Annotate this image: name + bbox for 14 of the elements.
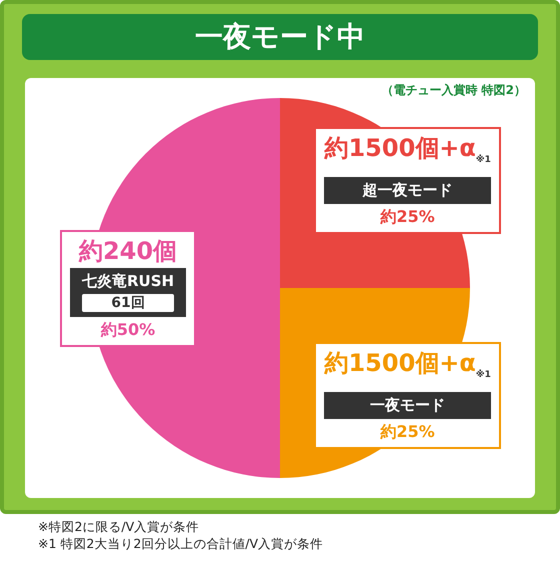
slice-label: 一夜モード bbox=[324, 392, 491, 419]
text: ※特図2に限る/V入賞が条件 bbox=[38, 518, 200, 535]
slice-label: 七炎竜RUSH bbox=[82, 272, 174, 290]
chart-subtitle: （電チュー入賞時 特図2） bbox=[381, 82, 526, 99]
data-label: 約25% bbox=[379, 422, 436, 443]
data-label: 約50% bbox=[100, 320, 156, 340]
text: ※1 特図2大当り2回分以上の合計値/V入賞が条件 bbox=[38, 535, 324, 552]
text: 約240個 bbox=[78, 236, 178, 266]
text: 約1500個+α$_{※1}$ bbox=[324, 133, 491, 167]
text: 61回 bbox=[82, 294, 174, 312]
chart-title: 一夜モード中 bbox=[22, 14, 538, 60]
text: 約1500個+α$_{※1}$ bbox=[324, 348, 491, 382]
data-label: 約25% bbox=[379, 206, 436, 228]
slice-label: 超一夜モード bbox=[324, 176, 491, 204]
